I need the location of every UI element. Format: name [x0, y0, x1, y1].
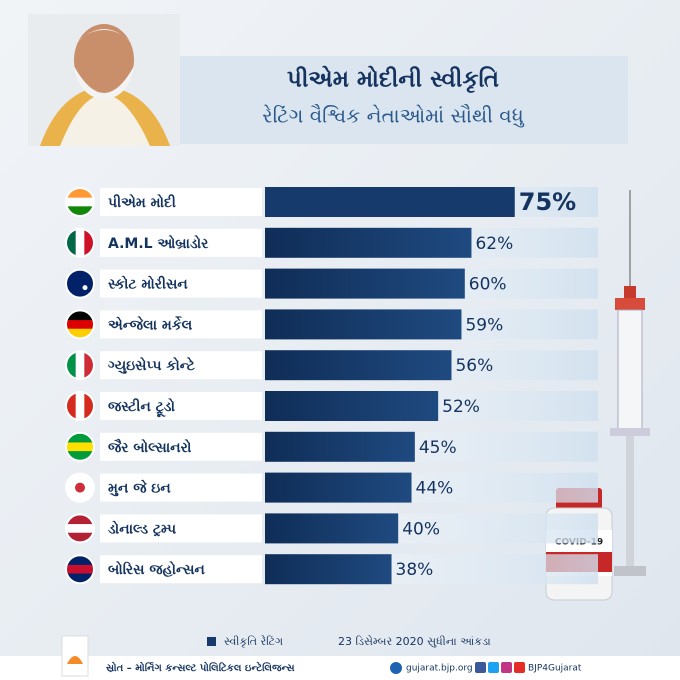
logo-mark [67, 656, 83, 664]
flag [65, 472, 95, 503]
bar [265, 187, 515, 217]
name-box [100, 269, 262, 298]
category-label: સ્કોટ મોરીસન [108, 275, 188, 293]
bar [265, 472, 412, 503]
category-label: ડોનાલ્ડ ટ્રમ્પ [108, 519, 176, 537]
name-box [100, 310, 262, 339]
title: પીએમ મોદીની સ્વીકૃતિ [287, 65, 499, 93]
note: 23 ડિસેમ્બર 2020 સુધીના આંકડા [338, 635, 491, 648]
flag-stripe [67, 352, 76, 378]
flag-stripe [67, 198, 93, 207]
flag-stripe [67, 189, 93, 198]
value-label: 40% [402, 519, 440, 539]
flag-stripe [84, 352, 93, 378]
flag-stripe [67, 288, 93, 297]
subtitle: રેટિંગ વૈશ્વિક નેતાઓમાં સૌથી વધુ [262, 104, 524, 128]
value-label: 44% [416, 479, 454, 499]
flag-stripe [76, 230, 85, 256]
flag-stripe [67, 206, 93, 215]
handle: BJP4Gujarat [528, 664, 582, 674]
flag-stripe [76, 393, 85, 419]
category-label: એન્જેલા મર્કેલ [108, 315, 193, 333]
name-box [100, 473, 262, 502]
bar [265, 513, 399, 544]
value-label: 52% [442, 397, 480, 417]
flag-stripe [67, 565, 93, 574]
legend-label: સ્વીકૃતિ રેટિંગ [224, 635, 283, 649]
bar [265, 309, 462, 340]
name-box [100, 555, 262, 584]
flag-star [82, 285, 88, 291]
flag [65, 187, 95, 217]
bar [265, 227, 472, 258]
flag [65, 309, 95, 340]
value-label: 62% [475, 234, 513, 254]
source: સ્રોત – મોર્નિંગ કન્સલ્ટ પોલિટિકલ ઇન્ટેલ… [106, 660, 295, 674]
flag-stripe [67, 556, 93, 565]
value-label: 56% [455, 356, 493, 376]
category-label: જૈર બોલ્સાનરો [108, 438, 192, 456]
category-label: ગ્યુઇસેપ્પ કોન્ટે [108, 356, 196, 374]
flag [65, 431, 95, 462]
name-box [100, 351, 262, 380]
flag-emblem [75, 482, 85, 493]
value-label: 45% [419, 438, 457, 458]
flag-stripe [84, 393, 93, 419]
legend-swatch [207, 637, 216, 646]
flag-stripe [67, 442, 93, 451]
flag-stripe [84, 230, 93, 256]
title-box [150, 56, 628, 144]
category-label: જસ્ટીન ટ્રૂડો [108, 397, 175, 418]
flag [65, 391, 95, 421]
flag-stripe [67, 271, 93, 280]
name-box [100, 392, 262, 420]
flag-stripe [67, 279, 93, 288]
flag [65, 554, 95, 585]
bar [265, 431, 415, 462]
name-box [100, 228, 262, 257]
bar [265, 350, 452, 381]
flag-stripe [67, 329, 93, 338]
category-label: A.M.L ઓબ્રાડોર [108, 234, 209, 252]
social-icons [475, 662, 525, 673]
flag-stripe [76, 352, 85, 378]
bar [265, 268, 465, 299]
bar [265, 554, 392, 585]
bars: પીએમ મોદી 75% A.M.L ઓબ્રાડોર 62% સ્કોટ મોરીસ… [65, 187, 598, 585]
web-icon [390, 662, 402, 674]
flag-stripe [67, 515, 93, 524]
flag-stripe [67, 451, 93, 460]
footer-band [0, 656, 680, 680]
name-box [100, 188, 262, 216]
bar [265, 391, 439, 421]
category-label: બોરિસ જહોન્સન [108, 560, 205, 578]
syringe [610, 190, 650, 576]
flag-stripe [67, 434, 93, 443]
flag-stripe [67, 533, 93, 542]
flag-stripe [67, 230, 76, 256]
category-label: પીએમ મોદી [108, 193, 176, 211]
flag-stripe [67, 320, 93, 329]
flag-stripe [67, 475, 93, 484]
flag-stripe [67, 393, 76, 419]
flag [65, 350, 95, 381]
flag-stripe [67, 311, 93, 320]
website: gujarat.bjp.org [406, 664, 473, 674]
flag-stripe [67, 492, 93, 501]
flag [65, 227, 95, 258]
flag [65, 268, 95, 299]
flag-stripe [67, 574, 93, 583]
value-label: 38% [396, 560, 434, 580]
name-box [100, 514, 262, 543]
portrait [28, 14, 180, 146]
value-label: 59% [465, 315, 503, 335]
name-box [100, 432, 262, 461]
category-label: મુન જે ઇન [108, 478, 171, 496]
flag [65, 513, 95, 544]
value-label: 60% [469, 275, 507, 295]
value-label: 75% [519, 188, 576, 216]
flag-stripe [67, 524, 93, 533]
